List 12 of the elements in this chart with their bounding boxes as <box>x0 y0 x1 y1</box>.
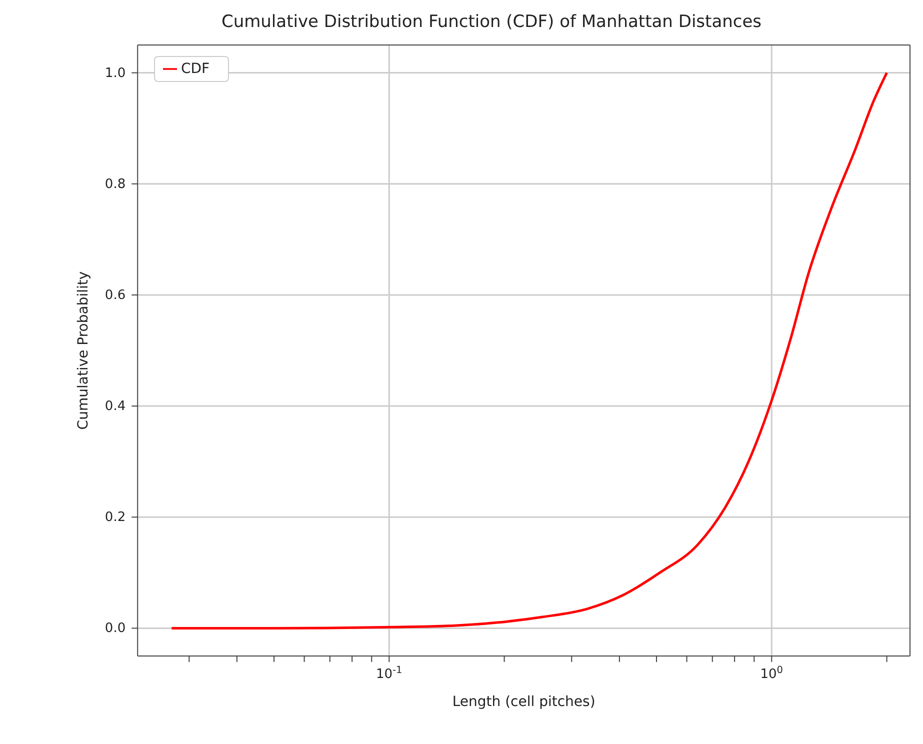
y-tick-label: 0.6 <box>104 288 126 303</box>
y-tick-label: 0.4 <box>104 399 126 414</box>
y-tick-label: 0.2 <box>104 510 126 526</box>
y-tick-label: 1.0 <box>104 66 126 81</box>
x-tick-label: 10$^{-1}$ <box>376 664 402 682</box>
y-tick-label: 0.8 <box>104 176 126 192</box>
chart-title: Cumulative Distribution Function (CDF) of Manhattan Distances <box>220 12 763 32</box>
y-tick-label: 0.0 <box>104 621 126 636</box>
x-axis-title: Length (cell pitches) <box>452 694 596 710</box>
legend-label: CDF <box>181 61 210 77</box>
y-axis-title: Cumulative Probability <box>76 271 92 430</box>
x-tick-label: 10$^{0}$ <box>760 664 784 682</box>
